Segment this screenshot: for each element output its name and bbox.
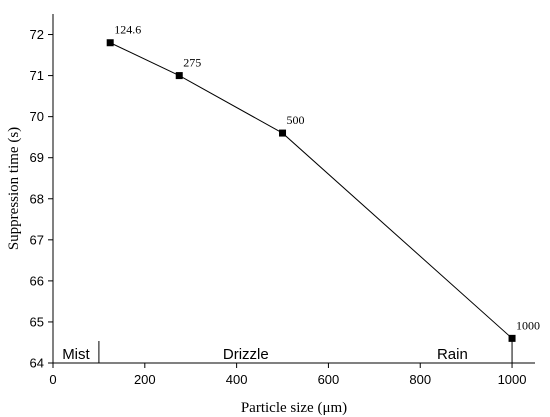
axes	[52, 14, 535, 364]
y-tick-label: 64	[30, 356, 44, 371]
data-label: 1000	[516, 318, 540, 332]
data-point	[106, 39, 114, 47]
data-label: 500	[287, 113, 305, 127]
x-tick-label: 800	[409, 372, 431, 387]
x-tick-label: 1000	[498, 372, 527, 387]
x-axis-title: Particle size (μm)	[241, 400, 347, 416]
y-tick-label: 72	[30, 27, 44, 42]
data-point	[508, 334, 516, 342]
y-tick-label: 69	[30, 150, 44, 165]
y-tick-label: 71	[30, 68, 44, 83]
region-dividers	[98, 341, 513, 363]
y-tick-label: 68	[30, 191, 44, 206]
data-point	[175, 72, 183, 80]
data-point	[279, 129, 287, 137]
y-tick-label: 67	[30, 232, 44, 247]
region-labels: Mist Drizzle Rain	[62, 346, 468, 363]
data-label: 275	[183, 56, 201, 70]
y-axis-title: Suppression time (s)	[6, 127, 22, 250]
series-line	[109, 42, 513, 339]
data-label: 124.6	[114, 23, 141, 37]
y-tick-label: 66	[30, 273, 44, 288]
region-label-rain: Rain	[437, 346, 468, 363]
x-tick-label: 0	[49, 372, 56, 387]
y-tick-label: 70	[30, 109, 44, 124]
region-label-mist: Mist	[62, 346, 90, 363]
region-label-drizzle: Drizzle	[223, 346, 269, 363]
ticks: 0 200 400 600 800 1000 64 65 66 67 68 69 70 71 72	[30, 27, 527, 387]
x-tick-label: 600	[318, 372, 340, 387]
data-series: 124.6 275 500 1000	[106, 23, 540, 342]
x-tick-label: 200	[134, 372, 156, 387]
y-tick-label: 65	[30, 314, 44, 329]
x-tick-label: 400	[226, 372, 248, 387]
